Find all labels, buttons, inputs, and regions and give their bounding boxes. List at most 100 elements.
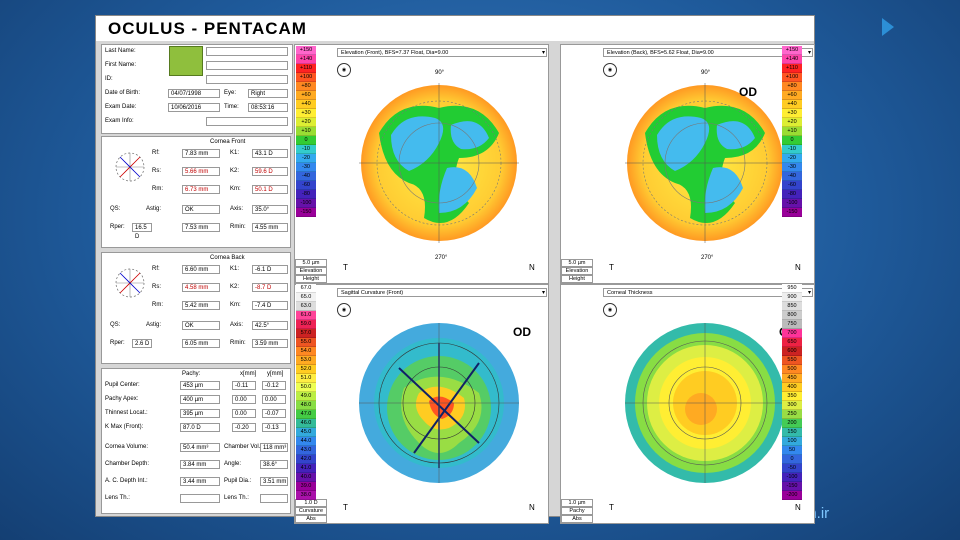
- pachy-y: -0.12: [262, 381, 286, 390]
- cornea-label: K1:: [230, 150, 240, 156]
- chevron-down-icon[interactable]: ▾: [807, 290, 811, 296]
- patient-field-value[interactable]: 10/06/2016: [168, 103, 220, 112]
- pachy-x: 0.00: [232, 395, 256, 404]
- curvature-scale-step: 55.0: [296, 338, 316, 347]
- patient-field-value[interactable]: [206, 117, 288, 126]
- cornea-label: Rm:: [152, 302, 163, 308]
- thickness-scale-step: -50: [782, 464, 802, 473]
- elevation-front-scale-step: 0: [296, 136, 316, 145]
- patient-field-value[interactable]: [206, 61, 288, 70]
- patient-field-value[interactable]: 08:53:16: [248, 103, 288, 112]
- curvature-scale-step: 67.0: [296, 284, 316, 293]
- cornea-value: 6.60 mm: [182, 265, 220, 274]
- elevation-front-scale-step: +60: [296, 91, 316, 100]
- pachy-value: 87.0 D: [180, 423, 220, 432]
- map-type-selector[interactable]: Elevation (Front), BFS=7.37 Float, Dia=9…: [337, 48, 547, 57]
- cornea-value: OK: [182, 205, 220, 214]
- cornea-label: QS:: [110, 322, 121, 328]
- elevation-front-scale-step: +140: [296, 55, 316, 64]
- pachy-extra-label: Chamber Vol.:: [224, 444, 263, 450]
- map-type-selector[interactable]: Corneal Thickness ▾: [603, 288, 813, 297]
- angle-label-bottom: 270°: [701, 255, 714, 261]
- map-canvas: [339, 303, 539, 503]
- pachy-label: K Max (Front):: [105, 424, 144, 430]
- elevation-front-scale-step: +30: [296, 109, 316, 118]
- map-window-elevation-back: ◉ Elevation (Back), BFS=5.62 Float, Dia=9…: [560, 44, 815, 284]
- thickness-scale-step: 550: [782, 356, 802, 365]
- cornea-front-title: Cornea Front: [210, 139, 246, 145]
- chevron-down-icon[interactable]: ▾: [541, 50, 545, 56]
- thickness-scale-step: 800: [782, 311, 802, 320]
- thickness-scale-step: 500: [782, 365, 802, 374]
- thickness-scale-step: 600: [782, 347, 802, 356]
- elevation-front-scale-step: +40: [296, 100, 316, 109]
- cornea-label: K2:: [230, 284, 240, 290]
- unit-mid: Pachy: [561, 507, 593, 515]
- pachy-header: y[mm]: [267, 371, 284, 377]
- elevation-back-scale-step: -80: [782, 190, 802, 199]
- elevation-back-scale-step: +30: [782, 109, 802, 118]
- unit-bot: Abs: [561, 515, 593, 523]
- eye-icon[interactable]: ◉: [603, 303, 617, 317]
- chevron-down-icon[interactable]: ▾: [807, 50, 811, 56]
- eye-icon[interactable]: ◉: [603, 63, 617, 77]
- pachy-label: Pachy Apex:: [105, 396, 139, 402]
- chevron-down-icon[interactable]: ▾: [541, 290, 545, 296]
- thickness-scale-step: 400: [782, 383, 802, 392]
- curvature-scale-step: 44.0: [296, 437, 316, 446]
- elevation-back-topography-map: [625, 83, 785, 243]
- map-canvas: [605, 303, 805, 503]
- patient-field-value[interactable]: [206, 75, 288, 84]
- eye-side-label: OD: [739, 85, 757, 99]
- patient-field-value[interactable]: Right: [248, 89, 288, 98]
- curvature-scale-step: 50.0: [296, 383, 316, 392]
- curvature-scale-step: 48.0: [296, 401, 316, 410]
- elevation-front-scale-step: +80: [296, 82, 316, 91]
- map-type-selector[interactable]: Elevation (Back), BFS=5.62 Float, Dia=9.…: [603, 48, 813, 57]
- unit-top: 5.0 µm: [561, 259, 593, 267]
- pachy-value: 395 µm: [180, 409, 220, 418]
- elevation-front-scale-step: -150: [296, 208, 316, 217]
- patient-field-value[interactable]: 04/07/1998: [168, 89, 220, 98]
- elevation-back-scale-step: +20: [782, 118, 802, 127]
- cornea-value: 7.83 mm: [182, 149, 220, 158]
- patient-field-label: First Name:: [105, 62, 137, 68]
- thickness-scale-step: 300: [782, 401, 802, 410]
- map-window-elevation-front: ◉ Elevation (Front), BFS=7.37 Float, Dia=…: [294, 44, 549, 284]
- pachy-x: -0.11: [232, 381, 256, 390]
- thickness-scale-step: 350: [782, 392, 802, 401]
- cornea-value: 43.1 D: [252, 149, 288, 158]
- cornea-back-axis-diagram: [115, 268, 145, 298]
- pachy-extra-label: Pupil Dia.:: [224, 478, 252, 484]
- cornea-label: Rper:: [110, 340, 125, 346]
- elevation-front-color-scale: +150 +140 +110 +100 +80 +60 +40 +30 +20 +10 0 -10 -2…: [296, 46, 316, 217]
- patient-field-value[interactable]: [206, 47, 288, 56]
- elevation-back-scale-step: +40: [782, 100, 802, 109]
- cornea-label: Km:: [230, 302, 241, 308]
- nasal-temporal-right: N: [529, 263, 535, 272]
- pachy-extra-label: Lens Th.:: [224, 495, 249, 501]
- elevation-back-scale-step: 0: [782, 136, 802, 145]
- cornea-label: Axis:: [230, 206, 244, 212]
- unit-bot: Height: [561, 275, 593, 283]
- eye-icon[interactable]: ◉: [337, 303, 351, 317]
- thickness-scale-step: 900: [782, 293, 802, 302]
- eye-icon[interactable]: ◉: [337, 63, 351, 77]
- pentacam-window: OCULUS - PENTACAM Last Name: First Name: I…: [95, 15, 815, 524]
- cornea-back-title: Cornea Back: [210, 255, 245, 261]
- cornea-label: Rper:: [110, 224, 125, 230]
- cornea-value: 42.5°: [252, 321, 288, 330]
- cornea-value: 5.66 mm: [182, 167, 220, 176]
- elevation-front-scale-step: -30: [296, 163, 316, 172]
- cornea-label: Km:: [230, 186, 241, 192]
- nasal-temporal-left: T: [609, 263, 614, 272]
- curvature-scale-step: 63.0: [296, 302, 316, 311]
- cornea-back-panel: Cornea Back Rf: 6.60 mm K1: -6.1 D Rs: 4.58 m…: [101, 252, 291, 364]
- angle-label-top: 90°: [435, 70, 445, 76]
- elevation-back-scale-step: -150: [782, 208, 802, 217]
- curvature-scale-step: 54.0: [296, 347, 316, 356]
- pachy-extra-value: 3.84 mm: [180, 460, 220, 469]
- map-type-selector[interactable]: Sagittal Curvature (Front) ▾: [337, 288, 547, 297]
- pachy-panel: Pachy: x[mm] y[mm] Pupil Center: 453 µm -0.11…: [101, 368, 291, 514]
- pachy-header: Pachy:: [182, 371, 201, 377]
